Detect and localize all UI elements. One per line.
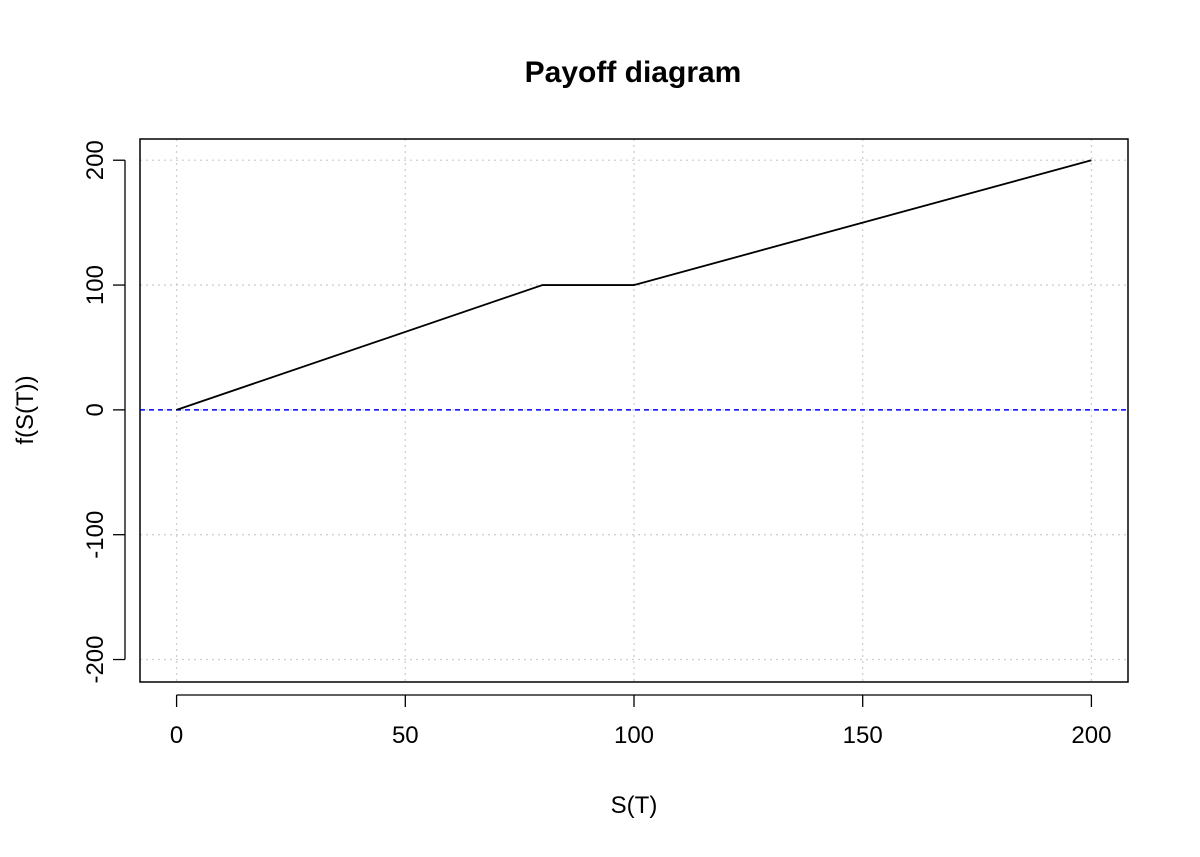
x-tick-label: 50 [392, 722, 419, 749]
series-layer [176, 159, 1092, 411]
y-tick-label: 100 [82, 265, 109, 305]
y-tick-label: 0 [82, 403, 109, 416]
x-tick-label: 150 [843, 722, 883, 749]
plot-frame [139, 138, 1129, 683]
y-tick-label: -100 [82, 511, 109, 559]
chart-title: Payoff diagram [525, 56, 742, 89]
payoff-line [176, 159, 1092, 411]
x-axis-label: S(T) [611, 792, 658, 819]
y-axis-label: f(S(T)) [12, 375, 39, 444]
x-tick-label: 0 [170, 722, 183, 749]
y-tick-label: 200 [82, 140, 109, 180]
y-tick-label: -200 [82, 636, 109, 684]
x-axis: 0 50 100 150 200 [170, 694, 1111, 749]
y-axis: -200 -100 0 100 200 [82, 140, 126, 684]
x-tick-label: 200 [1071, 722, 1111, 749]
x-tick-label: 100 [614, 722, 654, 749]
